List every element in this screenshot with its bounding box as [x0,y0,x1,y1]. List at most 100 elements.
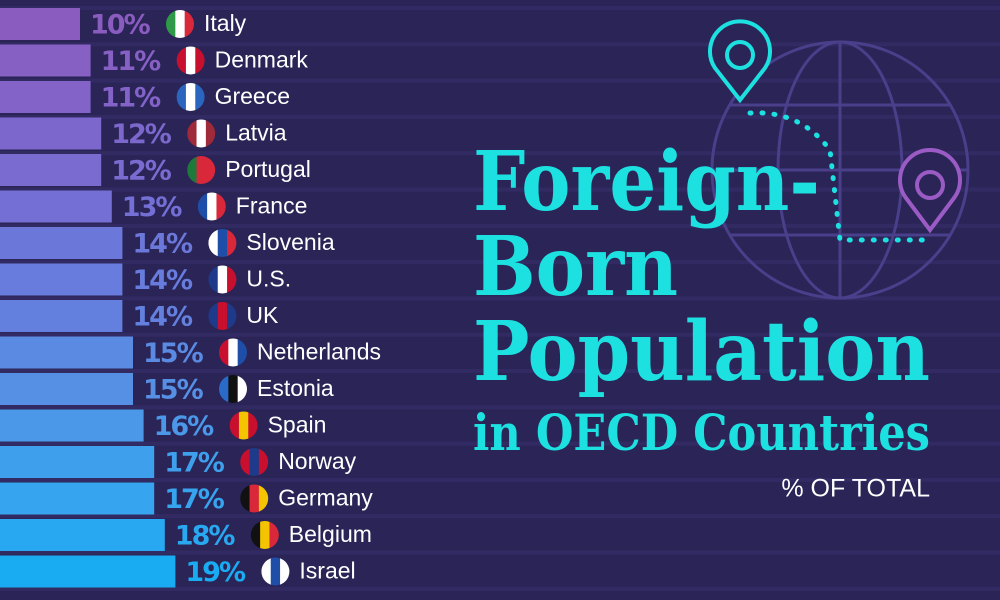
bar [0,227,123,259]
value-label: 11% [101,46,162,77]
flag-stripe [217,265,228,294]
flag [208,265,237,294]
flag-stripe [258,484,269,513]
stripe [0,296,1000,301]
country-label: Belgium [289,521,372,547]
flag-stripe [240,448,251,476]
flag [261,557,290,586]
flag-stripe [240,484,251,513]
flag [240,484,269,513]
stripe [0,514,1000,519]
flag-stripe [217,229,228,257]
value-label: 14% [132,229,193,260]
flag-stripe [207,192,217,221]
flag [187,156,216,184]
flag-stripe [237,338,247,367]
country-label: Israel [299,558,355,584]
flag-stripe [197,192,208,221]
stripe [0,260,1000,265]
flag-stripe [184,10,194,38]
value-label: 11% [101,83,162,114]
stripe [0,78,1000,83]
stripe [0,405,1000,410]
country-label: UK [246,302,279,328]
dotted-path [747,110,928,243]
flag-stripe [227,302,237,330]
stripe [0,114,1000,119]
flag-stripe [219,375,229,403]
flag-stripe [196,156,207,184]
flag-stripe [175,10,186,38]
bar [0,519,165,551]
bar [0,263,123,296]
value-label: 15% [143,338,204,369]
flag-stripe [261,557,272,586]
bar [0,300,123,332]
value-label: 14% [132,265,193,296]
flag-stripe [208,265,219,294]
flag [176,46,205,75]
bar [0,373,133,405]
value-label: 10% [90,10,151,41]
bar [0,8,80,40]
country-label: Spain [268,412,327,438]
chart-title: Population [473,304,930,400]
flag-stripe [227,229,237,257]
country-label: U.S. [246,266,291,292]
stripe [0,151,1000,156]
person-pin [708,19,772,104]
flag [219,375,247,403]
bar [0,81,91,113]
country-label: Estonia [257,375,334,401]
stripe [0,42,1000,47]
stripe [0,586,1000,591]
flag-stripe [166,10,176,38]
flag [250,521,279,549]
flag-stripe [228,338,239,367]
flag [176,83,205,111]
flag-stripe [185,46,196,75]
bar [0,117,102,150]
flag-stripe [219,338,229,367]
country-label: Italy [204,10,247,36]
subtitle: % OF TOTAL [781,475,930,503]
country-label: Denmark [215,47,309,73]
stripe [0,187,1000,192]
flag [197,192,226,221]
flag-stripe [237,375,247,403]
flag-stripe [195,83,205,111]
chart-title: Born [473,219,678,315]
value-label: 19% [185,557,246,588]
value-label: 17% [164,448,225,479]
stripe [0,6,1000,10]
flag-stripe [258,448,269,476]
flag [187,119,216,148]
flag-stripe [187,119,198,148]
value-label: 13% [122,192,183,223]
stripe [0,441,1000,446]
bar [0,336,133,369]
value-label: 12% [111,156,172,187]
value-label: 18% [175,521,236,552]
flag-stripe [270,557,281,586]
value-label: 15% [143,375,204,406]
flag [166,10,194,38]
flag-stripe [260,521,270,549]
flag-stripe [205,119,216,148]
flag-stripe [176,46,187,75]
country-label: Germany [278,485,373,511]
stripe [0,369,1000,373]
bar [0,446,155,478]
flag-stripe [208,302,219,330]
bar [0,482,155,515]
flag-stripe [280,557,290,586]
flag-stripe [216,192,226,221]
flag [219,338,247,367]
stripe [0,223,1000,228]
flag-stripe [269,521,279,549]
country-label: Norway [278,448,356,474]
flag-stripe [195,46,205,75]
stripe [0,332,1000,337]
flag-stripe [185,83,196,111]
flag-stripe [249,448,260,476]
